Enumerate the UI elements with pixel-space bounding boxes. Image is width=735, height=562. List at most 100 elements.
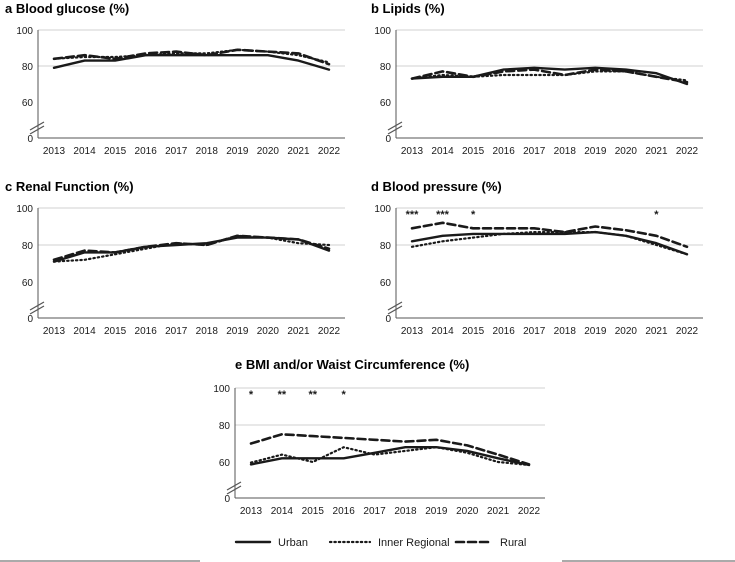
x-tick-label: 2021 (645, 326, 668, 337)
y-tick-label: 60 (22, 98, 34, 109)
x-tick-label: 2019 (584, 146, 607, 157)
chart-title: e BMI and/or Waist Circumference (%) (235, 357, 469, 372)
x-tick-label: 2019 (226, 326, 249, 337)
series-line-urban (52, 54, 331, 71)
x-tick-label: 2022 (318, 326, 341, 337)
x-tick-label: 2017 (363, 506, 386, 517)
y-tick-label: 80 (219, 421, 231, 432)
y-tick-label: 80 (22, 241, 34, 252)
x-tick-label: 2016 (333, 506, 356, 517)
x-tick-label: 2014 (271, 506, 294, 517)
y-tick-label: 80 (22, 62, 34, 73)
x-tick-label: 2020 (257, 146, 280, 157)
chart-panel-a: a Blood glucose (%) 0 60 80 100 2013 2014 2015 2… (5, 1, 345, 157)
significance-marker: * (342, 389, 347, 401)
axis-break-mark (226, 485, 242, 495)
x-tick-label: 2018 (394, 506, 417, 517)
x-tick-label: 2022 (518, 506, 541, 517)
x-tick-label: 2020 (257, 326, 280, 337)
series-line-inner-regional (410, 231, 689, 256)
x-tick-label: 2016 (135, 146, 158, 157)
series-line-rural (52, 48, 331, 66)
y-tick-label: 100 (16, 26, 33, 37)
y-tick-label: 80 (380, 241, 392, 252)
y-tick-label: 100 (213, 384, 230, 395)
y-tick-label: 0 (385, 134, 391, 145)
x-tick-label: 2017 (165, 326, 188, 337)
y-tick-label: 80 (380, 62, 392, 73)
y-tick-label: 0 (224, 494, 230, 505)
x-tick-label: 2014 (73, 326, 96, 337)
y-tick-label: 60 (380, 278, 392, 289)
x-tick-label: 2021 (645, 146, 668, 157)
x-tick-label: 2016 (493, 146, 516, 157)
legend-label: Inner Regional (378, 537, 450, 549)
x-tick-label: 2015 (462, 146, 485, 157)
x-tick-label: 2017 (165, 146, 188, 157)
x-tick-label: 2020 (615, 146, 638, 157)
y-tick-label: 100 (16, 204, 33, 215)
x-tick-label: 2019 (226, 146, 249, 157)
axis-break-mark (387, 305, 403, 315)
chart-title: a Blood glucose (%) (5, 1, 129, 16)
axis-break-mark (29, 121, 45, 131)
x-tick-label: 2021 (287, 146, 310, 157)
y-tick-label: 0 (27, 134, 33, 145)
x-tick-label: 2013 (43, 146, 66, 157)
series-line-urban (249, 446, 531, 467)
x-tick-label: 2018 (196, 326, 219, 337)
chart-title: d Blood pressure (%) (371, 179, 502, 194)
x-tick-label: 2019 (584, 326, 607, 337)
series-line-rural (410, 221, 689, 249)
y-tick-label: 60 (219, 458, 231, 469)
chart-panel-d: d Blood pressure (%) 0 60 80 100 2013 2014 2015… (371, 179, 703, 337)
y-tick-label: 60 (22, 278, 34, 289)
x-tick-label: 2016 (493, 326, 516, 337)
x-tick-label: 2017 (523, 146, 546, 157)
y-tick-label: 100 (374, 26, 391, 37)
x-tick-label: 2018 (554, 146, 577, 157)
x-tick-label: 2021 (287, 326, 310, 337)
axis-break-mark (387, 301, 403, 311)
significance-marker: * (471, 209, 476, 221)
series-line-inner-regional (249, 446, 531, 467)
x-tick-label: 2019 (425, 506, 448, 517)
significance-marker: ** (308, 389, 317, 401)
x-tick-label: 2013 (401, 326, 424, 337)
y-tick-label: 60 (380, 98, 392, 109)
y-tick-label: 0 (27, 314, 33, 325)
axis-break-mark (226, 481, 242, 491)
legend-label: Urban (278, 537, 308, 549)
chart-panel-b: b Lipids (%) 0 60 80 100 2013 2014 2015 2016 2017… (371, 1, 703, 157)
x-tick-label: 2016 (135, 326, 158, 337)
chart-title: b Lipids (%) (371, 1, 445, 16)
x-tick-label: 2013 (401, 146, 424, 157)
x-tick-label: 2014 (431, 326, 454, 337)
axis-break-mark (387, 125, 403, 135)
x-tick-label: 2015 (462, 326, 485, 337)
chart-title: c Renal Function (%) (5, 179, 134, 194)
significance-marker: * (249, 389, 254, 401)
x-tick-label: 2018 (196, 146, 219, 157)
series-line-urban (410, 230, 689, 256)
x-tick-label: 2021 (487, 506, 510, 517)
axis-break-mark (387, 121, 403, 131)
x-tick-label: 2014 (431, 146, 454, 157)
x-tick-label: 2013 (240, 506, 263, 517)
series-line-inner-regional (52, 234, 331, 263)
chart-panel-c: c Renal Function (%) 0 60 80 100 2013 2014 2015… (5, 179, 345, 337)
x-tick-label: 2015 (104, 146, 127, 157)
x-tick-label: 2017 (523, 326, 546, 337)
series-line-rural (410, 68, 689, 84)
axis-break-mark (29, 305, 45, 315)
x-tick-label: 2015 (104, 326, 127, 337)
x-tick-label: 2020 (456, 506, 479, 517)
legend-label: Rural (500, 537, 526, 549)
series-line-rural (249, 433, 531, 466)
x-tick-label: 2018 (554, 326, 577, 337)
x-tick-label: 2015 (302, 506, 325, 517)
x-tick-label: 2020 (615, 326, 638, 337)
series-line-rural (52, 234, 331, 262)
x-tick-label: 2022 (676, 326, 699, 337)
